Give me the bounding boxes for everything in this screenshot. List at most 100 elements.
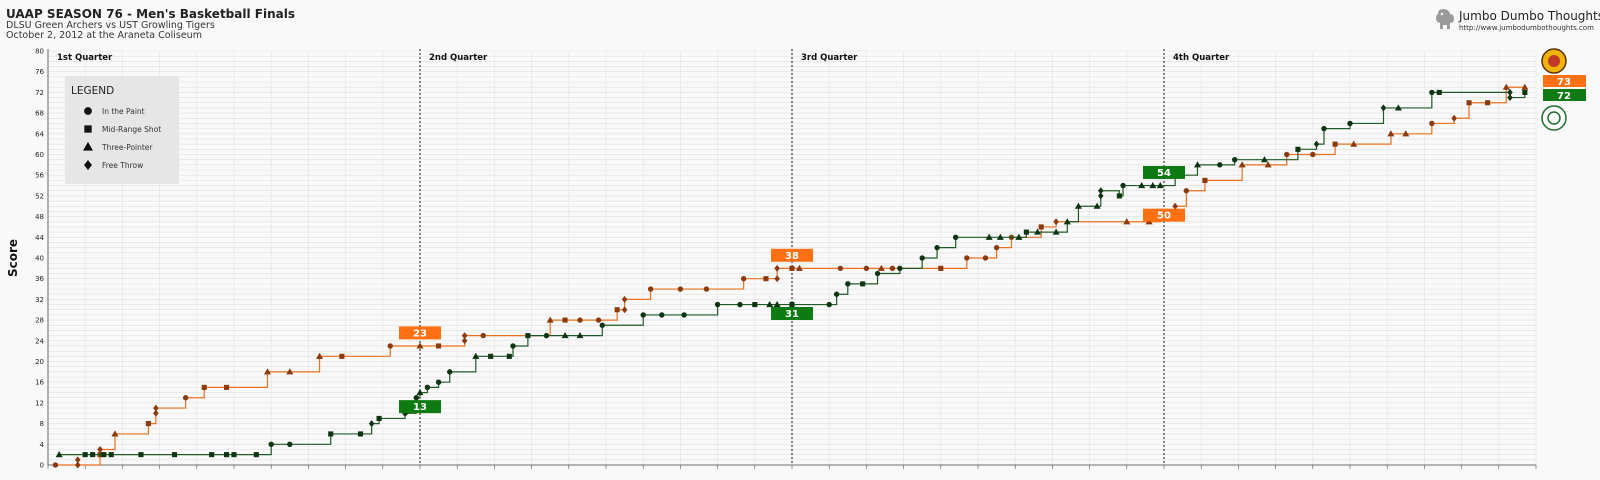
- point-ust-free-throw-marker: [461, 332, 468, 340]
- point-dlsu-three-pointer-marker: [766, 300, 774, 308]
- point-dlsu-mid-range-marker: [488, 353, 494, 359]
- point-ust-paint-marker: [1284, 151, 1290, 158]
- page-title: UAAP SEASON 76 - Men's Basketball Finals: [6, 7, 295, 21]
- quarter-score-dlsu: 13: [413, 402, 427, 413]
- y-tick-label: 40: [35, 255, 44, 263]
- point-ust-mid-range-marker: [938, 265, 944, 271]
- legend: LEGEND In the Paint Mid-Range Shot Three-Po…: [65, 76, 179, 184]
- point-ust-mid-range-marker: [145, 421, 151, 427]
- point-dlsu-paint-marker: [424, 384, 431, 391]
- point-dlsu-paint-marker: [897, 265, 903, 272]
- quarter-score-ust: 23: [413, 328, 427, 339]
- y-tick-label: 20: [35, 358, 44, 366]
- y-tick-label: 4: [40, 441, 45, 449]
- point-dlsu-three-pointer-marker: [1052, 228, 1060, 235]
- quarter-score-box-dlsu: [399, 400, 441, 414]
- point-dlsu-paint-marker: [268, 441, 274, 447]
- point-dlsu-mid-range-marker: [1436, 89, 1442, 95]
- point-dlsu-paint-marker: [599, 322, 605, 328]
- point-ust-free-throw-marker: [774, 264, 780, 272]
- quarter-score-box-ust: [399, 326, 441, 340]
- quarter-label: 3rd Quarter: [801, 53, 858, 63]
- point-dlsu-three-pointer-marker: [1149, 181, 1157, 189]
- quarter-score-ust: 38: [785, 251, 799, 262]
- final-score-dlsu: 72: [1557, 91, 1571, 102]
- point-dlsu-paint-marker: [1347, 120, 1353, 127]
- point-dlsu-mid-range-marker: [224, 452, 230, 458]
- point-dlsu-three-pointer-marker: [1394, 104, 1402, 111]
- legend-item-label: In the Paint: [102, 107, 145, 116]
- point-ust-mid-range-marker: [562, 317, 568, 323]
- point-ust-three-pointer-marker: [1521, 83, 1529, 90]
- point-dlsu-mid-range-marker: [253, 452, 259, 458]
- point-dlsu-three-pointer-marker: [1074, 202, 1082, 209]
- y-axis-title: Score: [6, 239, 20, 277]
- point-dlsu-paint-marker: [919, 255, 925, 261]
- point-ust-mid-range-marker: [789, 265, 795, 271]
- point-dlsu-paint-marker: [510, 343, 516, 349]
- point-dlsu-three-pointer-marker: [996, 233, 1004, 240]
- quarter-score-dlsu: 31: [785, 309, 799, 320]
- point-dlsu-three-pointer-marker: [55, 451, 63, 458]
- point-ust-three-pointer-marker: [1350, 140, 1358, 147]
- point-ust-free-throw-marker: [621, 306, 628, 314]
- point-ust-paint-marker: [1310, 151, 1316, 158]
- point-dlsu-mid-range-marker: [138, 452, 144, 458]
- point-ust-free-throw-marker: [1053, 218, 1059, 226]
- point-ust-mid-range-marker: [224, 384, 230, 390]
- point-dlsu-mid-range-marker: [171, 452, 178, 458]
- point-ust-paint-marker: [703, 286, 710, 292]
- point-ust-three-pointer-marker: [416, 342, 424, 349]
- legend-triangle-icon: [82, 141, 94, 151]
- point-dlsu-free-throw-marker: [368, 420, 375, 428]
- point-ust-paint-marker: [677, 286, 684, 292]
- point-ust-paint-marker: [837, 265, 844, 272]
- point-ust-free-throw-marker: [1451, 114, 1457, 122]
- point-ust-three-pointer-marker: [1123, 218, 1131, 225]
- point-ust-three-pointer-marker: [1502, 83, 1510, 90]
- point-dlsu-three-pointer-marker: [1193, 161, 1201, 168]
- point-ust-three-pointer-marker: [546, 316, 554, 323]
- axes: 048121620242832364044485256606468727680S…: [6, 48, 1537, 470]
- legend-circle-icon: [84, 107, 92, 115]
- point-dlsu-paint-marker: [640, 312, 646, 318]
- date-venue: October 2, 2012 at the Araneta Coliseum: [6, 30, 202, 41]
- legend-square-icon: [84, 125, 92, 133]
- point-dlsu-free-throw-marker: [1380, 104, 1387, 112]
- point-ust-free-throw-marker: [74, 461, 81, 469]
- quarter-label: 2nd Quarter: [429, 53, 488, 63]
- legend-diamond-icon: [84, 160, 92, 170]
- brand-url[interactable]: http://www.jumbodumbothoughts.com: [1459, 24, 1594, 32]
- point-dlsu-paint-marker: [714, 301, 721, 308]
- final-score-ust: 73: [1557, 77, 1571, 88]
- quarter-score-ust: 50: [1157, 211, 1171, 222]
- point-dlsu-paint-marker: [413, 395, 419, 401]
- y-tick-label: 64: [35, 130, 44, 138]
- point-ust-paint-marker: [964, 255, 970, 261]
- point-dlsu-paint-marker: [826, 301, 832, 308]
- point-dlsu-paint-marker: [1120, 182, 1126, 189]
- point-ust-paint-marker: [595, 317, 602, 323]
- point-dlsu-three-pointer-marker: [576, 332, 584, 339]
- point-ust-mid-range-marker: [1038, 224, 1044, 230]
- point-ust-free-throw-marker: [153, 409, 159, 417]
- point-dlsu-mid-range-marker: [860, 281, 866, 287]
- legend-title: LEGEND: [71, 85, 114, 97]
- point-dlsu-three-pointer-marker: [472, 352, 480, 359]
- point-dlsu-mid-range-marker: [231, 452, 237, 458]
- point-dlsu-paint-marker: [1321, 125, 1327, 132]
- y-tick-label: 80: [35, 48, 44, 56]
- point-ust-free-throw-marker: [774, 275, 780, 283]
- point-ust-three-pointer-marker: [1238, 161, 1246, 168]
- quarter-label: 4th Quarter: [1173, 53, 1230, 63]
- quarter-score-dlsu: 54: [1157, 168, 1171, 179]
- point-ust-paint-marker: [863, 265, 870, 272]
- brand-logo[interactable]: Jumbo Dumbo Thoughts http://www.jumbodum…: [1435, 8, 1600, 36]
- point-dlsu-mid-range-marker: [789, 302, 795, 308]
- y-tick-label: 24: [35, 337, 44, 345]
- point-ust-paint-marker: [647, 286, 654, 292]
- point-dlsu-mid-range-marker: [1116, 193, 1122, 199]
- point-ust-paint-marker: [1429, 120, 1435, 127]
- point-dlsu-mid-range-marker: [1023, 229, 1029, 235]
